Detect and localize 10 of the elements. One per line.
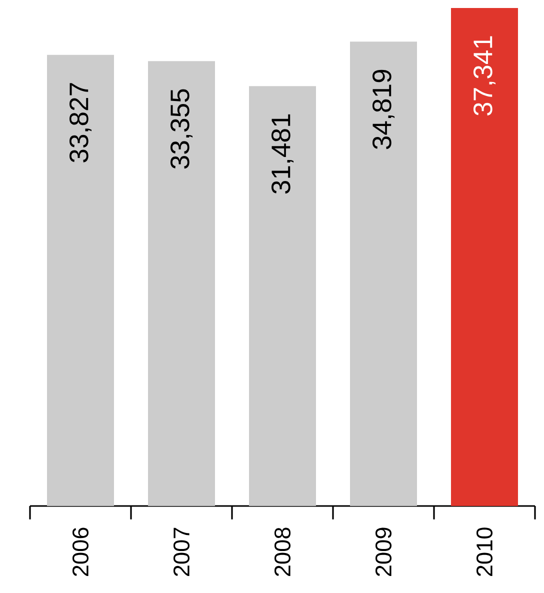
data-label: 33,355 xyxy=(170,89,193,169)
x-tick-label: 2009 xyxy=(375,528,392,576)
x-tick-label: 2010 xyxy=(476,528,493,576)
x-tick-label: 2007 xyxy=(173,528,190,576)
x-tick-label: 2008 xyxy=(274,528,291,576)
data-label: 37,341 xyxy=(473,36,496,116)
data-label: 33,827 xyxy=(69,83,92,162)
data-label: 34,819 xyxy=(372,70,395,150)
data-label: 31,481 xyxy=(271,114,294,194)
x-tick-label: 2006 xyxy=(72,528,89,576)
